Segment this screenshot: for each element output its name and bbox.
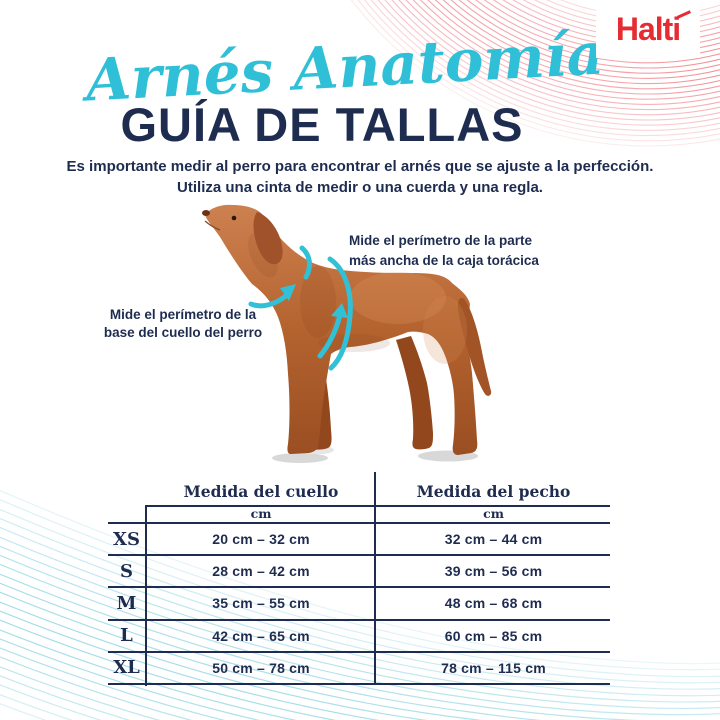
chest-measure-arrow-icon bbox=[317, 256, 353, 371]
column-header-chest: Medida del pecho bbox=[416, 482, 571, 501]
size-table: Medida del cuello Medida del pecho cm cm… bbox=[108, 472, 610, 686]
chest-measure-note: Mide el perímetro de la parte más ancha … bbox=[349, 231, 539, 271]
size-label: XS bbox=[113, 528, 140, 550]
neck-range: 35 cm – 55 cm bbox=[212, 595, 310, 612]
table-header-divider bbox=[145, 505, 610, 507]
table-row: XL 50 cm – 78 cm 78 cm – 115 cm bbox=[108, 653, 610, 685]
chest-range: 32 cm – 44 cm bbox=[444, 531, 543, 548]
chest-range: 39 cm – 56 cm bbox=[444, 563, 543, 580]
dog-eye-icon bbox=[231, 215, 237, 221]
chest-range: 78 cm – 115 cm bbox=[441, 659, 546, 676]
neck-range: 28 cm – 42 cm bbox=[212, 563, 310, 580]
size-label: XL bbox=[113, 657, 140, 679]
chest-note-line-2: más ancha de la caja torácica bbox=[349, 253, 539, 268]
table-row: S 28 cm – 42 cm 39 cm – 56 cm bbox=[108, 556, 610, 589]
neck-range: 50 cm – 78 cm bbox=[212, 659, 310, 676]
size-label: M bbox=[116, 592, 137, 614]
neck-measure-arrow-icon bbox=[248, 245, 312, 309]
page-title: GUÍA DE TALLAS bbox=[120, 98, 524, 151]
halti-logo-text: Halti bbox=[615, 10, 681, 47]
chest-range: 60 cm – 85 cm bbox=[444, 627, 543, 644]
table-row: L 42 cm – 65 cm 60 cm – 85 cm bbox=[108, 621, 610, 653]
column-header-neck: Medida del cuello bbox=[183, 482, 339, 501]
intro-line-2: Utiliza una cinta de medir o una cuerda … bbox=[177, 179, 543, 196]
cyan-waves-decoration-icon bbox=[0, 489, 720, 720]
table-row: M 35 cm – 55 cm 48 cm – 68 cm bbox=[108, 588, 610, 621]
table-size-column-divider bbox=[145, 505, 147, 686]
table-row: XS 20 cm – 32 cm 32 cm – 44 cm bbox=[108, 524, 610, 557]
chest-note-line-1: Mide el perímetro de la parte bbox=[349, 233, 533, 248]
table-center-divider bbox=[374, 472, 376, 685]
unit-neck: cm bbox=[250, 506, 272, 521]
intro-line-1: Es importante medir al perro para encont… bbox=[66, 158, 654, 175]
neck-range: 20 cm – 32 cm bbox=[212, 531, 310, 548]
size-label: S bbox=[120, 560, 133, 582]
intro-text: Es importante medir al perro para encont… bbox=[0, 156, 720, 198]
table-body: XS 20 cm – 32 cm 32 cm – 44 cm S 28 cm –… bbox=[108, 522, 610, 685]
table-unit-row: cm cm bbox=[108, 505, 610, 522]
unit-chest: cm bbox=[483, 506, 504, 521]
chest-range: 48 cm – 68 cm bbox=[444, 595, 543, 612]
dog-illustration bbox=[202, 204, 492, 463]
neck-note-line-1: Mide el perímetro de la bbox=[109, 307, 257, 322]
size-label: L bbox=[120, 625, 133, 647]
table-header-row: Medida del cuello Medida del pecho bbox=[108, 478, 610, 505]
neck-range: 42 cm – 65 cm bbox=[212, 627, 310, 644]
neck-measure-note: Mide el perímetro de la base del cuello … bbox=[100, 306, 266, 341]
neck-note-line-2: base del cuello del perro bbox=[103, 324, 263, 340]
halti-logo: Halti bbox=[596, 0, 700, 58]
